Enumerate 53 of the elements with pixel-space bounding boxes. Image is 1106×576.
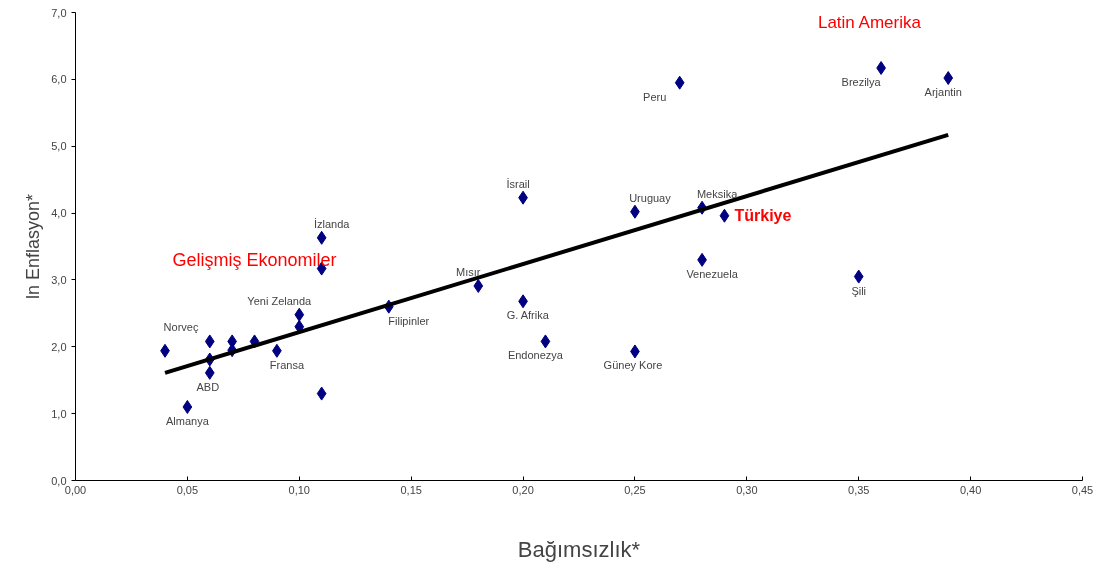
point: [316, 230, 327, 245]
y-tick-label: 2,0: [51, 340, 67, 353]
point: [674, 75, 685, 90]
data-label: Filipinler: [388, 314, 430, 327]
point: [316, 386, 327, 401]
point: [204, 365, 215, 380]
data-label: Almanya: [165, 414, 210, 427]
y-axis-title: ln Enflasyon*: [23, 193, 44, 300]
point: [943, 71, 954, 86]
x-tick-label: 0,10: [288, 483, 310, 496]
data-label: İzlanda: [313, 217, 351, 230]
data-label: Uruguay: [629, 191, 672, 204]
x-tick-label: 0,15: [400, 483, 422, 496]
point: [719, 208, 730, 223]
data-label: Peru: [643, 90, 667, 103]
x-tick-label: 0,30: [736, 483, 758, 496]
data-label: Meksika: [696, 187, 739, 200]
data-label: Şili: [851, 284, 867, 297]
y-tick-label: 6,0: [51, 73, 67, 86]
x-tick-label: 0,40: [959, 483, 982, 496]
y-tick-label: 4,0: [51, 207, 67, 220]
x-axis-title: Bağımsızlık*: [517, 536, 641, 562]
point: [294, 307, 305, 322]
data-label: Endonezya: [507, 349, 564, 362]
data-label: Arjantin: [924, 86, 962, 99]
x-tick-label: 0,05: [176, 483, 199, 496]
point: [182, 399, 193, 414]
annotation: Gelişmiş Ekonomiler: [172, 249, 337, 270]
data-label: Norveç: [163, 320, 199, 333]
y-tick-label: 0,0: [51, 474, 67, 487]
x-tick-label: 0,20: [512, 483, 534, 496]
point: [540, 334, 551, 349]
data-label: İsrail: [506, 177, 530, 190]
point: [473, 278, 484, 293]
y-tick-label: 3,0: [51, 273, 67, 286]
y-tick-label: 1,0: [51, 407, 67, 420]
x-tick-label: 0,25: [624, 483, 646, 496]
data-label: Venezuela: [686, 267, 739, 280]
point: [853, 269, 864, 284]
data-label: G. Afrika: [506, 309, 550, 322]
x-tick-label: 0,35: [848, 483, 870, 496]
data-label: Yeni Zelanda: [247, 294, 313, 307]
data-label: Güney Kore: [603, 359, 663, 372]
x-tick-label: 0,45: [1071, 483, 1094, 496]
y-tick-label: 5,0: [51, 140, 67, 153]
data-label: Brezilya: [841, 75, 882, 88]
data-label: ABD: [196, 380, 220, 393]
data-label: Fransa: [269, 358, 305, 371]
annotation: Türkiye: [734, 207, 792, 225]
point: [204, 334, 215, 349]
y-tick-label: 7,0: [51, 6, 67, 19]
annotation: Latin Amerika: [817, 13, 922, 33]
data-label: Mısır: [456, 265, 481, 278]
